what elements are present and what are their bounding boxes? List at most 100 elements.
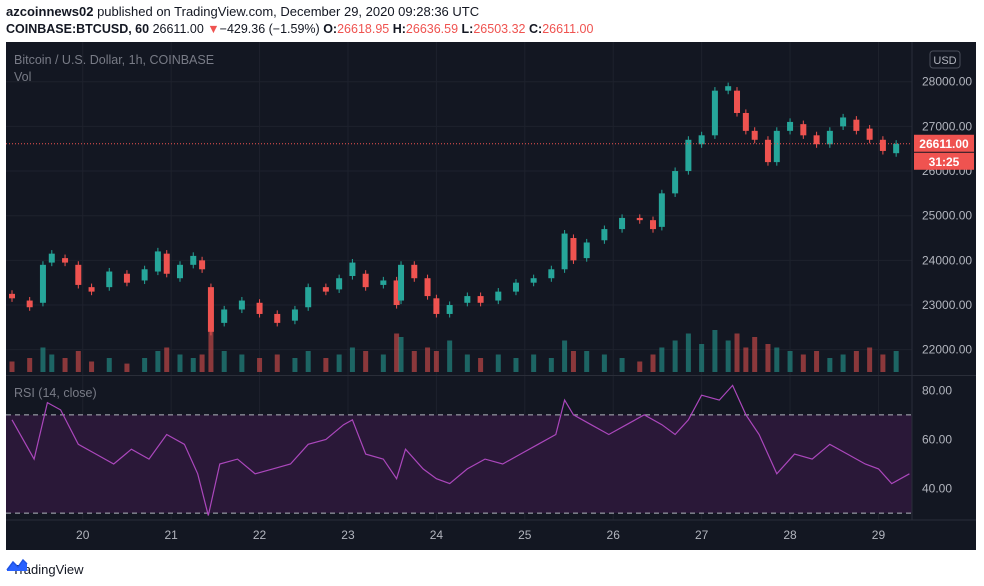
rsi-axis: 40.00 60.00 80.00: [922, 383, 952, 495]
countdown-tag-box: [914, 152, 974, 170]
publisher-username[interactable]: azcoinnews02: [6, 4, 94, 19]
candle-body: [26, 300, 33, 308]
volume-bar: [893, 351, 899, 372]
candle-body: [879, 139, 886, 151]
price-tick-label: 25000.00: [922, 209, 972, 223]
candle-body: [764, 139, 771, 163]
volume-bar: [827, 358, 833, 372]
volume-bar: [221, 351, 227, 372]
candle-body: [88, 287, 95, 292]
candle-body: [163, 253, 170, 274]
candle-body: [685, 139, 692, 172]
price-tick-label: 23000.00: [922, 298, 972, 312]
time-tick-label: 23: [341, 528, 355, 542]
volume-bar: [124, 363, 130, 372]
volume-bar: [398, 337, 404, 372]
price-change: −429.36 (−1.59%): [219, 22, 320, 36]
time-tick-label: 28: [783, 528, 797, 542]
volume-bar: [190, 358, 196, 372]
candle-body: [672, 171, 679, 194]
time-tick-label: 22: [253, 528, 267, 542]
volume-bar: [725, 340, 731, 372]
volume-bar: [425, 347, 431, 372]
volume-bar: [584, 351, 590, 372]
volume-bar: [787, 351, 793, 372]
candle-body: [548, 269, 555, 279]
currency-badge[interactable]: USD: [933, 55, 956, 67]
volume-bar: [867, 347, 873, 372]
volume-bar: [363, 351, 369, 372]
candle-body: [393, 280, 400, 306]
tradingview-brand[interactable]: TradingView: [12, 561, 84, 577]
candle-body: [742, 112, 749, 131]
volume-bar: [49, 354, 55, 372]
candle-body: [411, 264, 418, 279]
candle-body: [464, 296, 471, 303]
candle-body: [39, 264, 46, 303]
candle-body: [123, 273, 130, 283]
open-label: O:: [323, 22, 338, 36]
chart-area[interactable]: 22000.00 23000.00 24000.00 25000.00 26000.00…: [6, 42, 976, 550]
chart-canvas[interactable]: 22000.0023000.0024000.0025000.0026000.00…: [6, 42, 976, 550]
candle-body: [398, 264, 405, 301]
candle-body: [853, 119, 860, 131]
time-tick-label: 21: [164, 528, 178, 542]
candle-body: [221, 309, 228, 323]
candle-body: [446, 305, 453, 314]
volume-bar: [619, 358, 625, 372]
volume-bar: [650, 354, 656, 372]
low-value: 26503.32: [473, 22, 526, 36]
currency-badge-box[interactable]: [929, 50, 961, 69]
volume-bar: [464, 354, 470, 372]
candle-body: [433, 298, 440, 314]
candle-body: [380, 280, 387, 285]
price-tick-label: 22000.00: [922, 343, 972, 357]
volume-bar: [765, 344, 771, 372]
chart-title: Bitcoin / U.S. Dollar, 1h, COINBASE: [14, 53, 214, 67]
candle-body: [424, 278, 431, 297]
time-axis: 20 21 22 23 24 25 26 27 28 29: [76, 528, 885, 542]
high-value: 26636.59: [405, 22, 459, 36]
candle-body: [322, 287, 329, 292]
volume-bar: [199, 354, 205, 372]
low-label: L:: [461, 22, 474, 36]
candle-body: [238, 300, 245, 310]
candle-body: [866, 128, 873, 140]
close-label: C:: [528, 22, 543, 36]
symbol-label: COINBASE:BTCUSD, 60: [6, 22, 150, 36]
volume-bar: [305, 351, 311, 372]
volume-bar: [495, 354, 501, 372]
volume-bar: [257, 358, 263, 372]
volume-bar: [734, 333, 740, 372]
candle-body: [619, 217, 626, 230]
candle-body: [207, 287, 214, 332]
volume-bar: [814, 351, 820, 372]
high-label: H:: [392, 22, 406, 36]
candle-body: [477, 296, 484, 303]
candle-body: [362, 273, 369, 288]
volume-bar: [800, 354, 806, 372]
candle-body: [106, 271, 113, 288]
candle-body: [826, 130, 833, 145]
candle-body: [291, 309, 298, 321]
price-axis: 22000.0023000.0024000.0025000.0026000.00…: [922, 75, 972, 357]
candle-body: [893, 143, 900, 154]
publish-info: azcoinnews02 published on TradingView.co…: [6, 4, 479, 19]
published-text: published on TradingView.com, December 2…: [97, 4, 480, 19]
volume-bar: [274, 354, 280, 372]
volume-bar: [323, 358, 329, 372]
time-tick-label: 29: [872, 528, 886, 542]
candle-body: [176, 264, 183, 279]
price-tick-label: 24000.00: [922, 253, 972, 267]
candle-body: [650, 220, 657, 230]
symbol-line: COINBASE:BTCUSD, 60 26611.00 ▼−429.36 (−…: [6, 22, 593, 36]
volume-bar: [62, 358, 68, 372]
volume-label: Vol: [14, 70, 31, 84]
candle-body: [141, 269, 148, 281]
volume-bar: [411, 351, 417, 372]
volume-bar: [478, 358, 484, 372]
volume-bar: [336, 354, 342, 372]
candle-body: [561, 233, 568, 270]
time-tick-label: 26: [607, 528, 621, 542]
rsi-line: [11, 384, 910, 516]
